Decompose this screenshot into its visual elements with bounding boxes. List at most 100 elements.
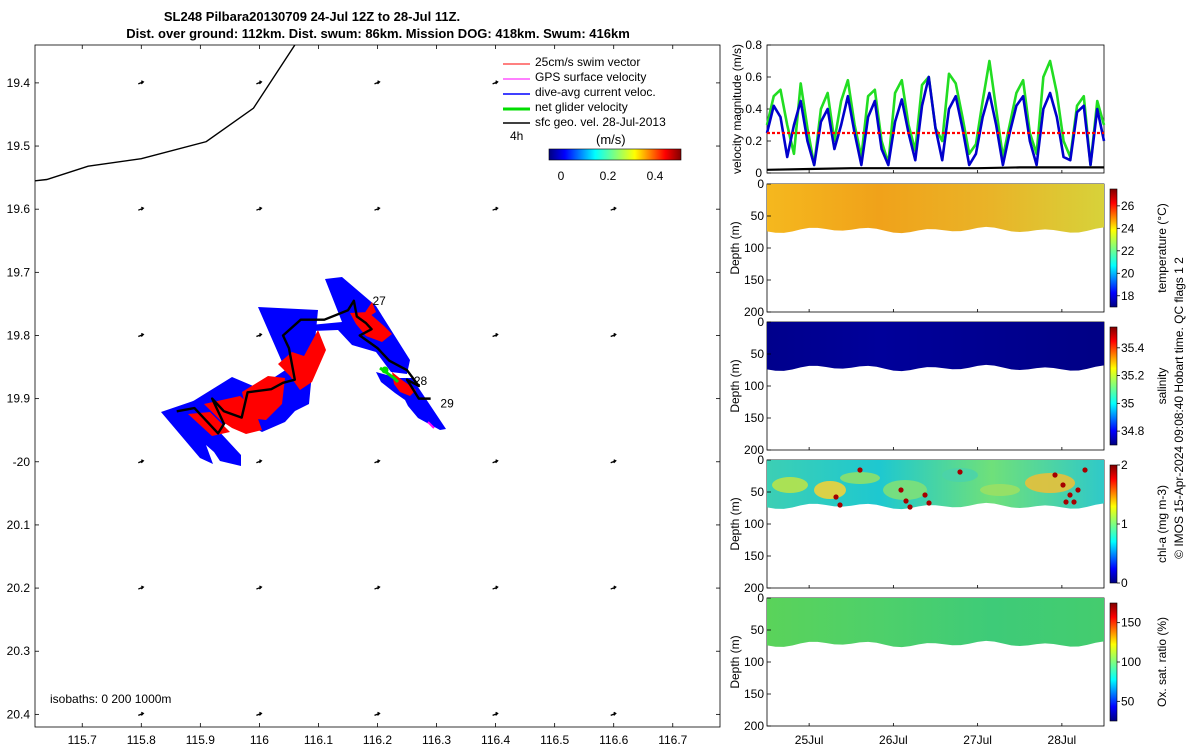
map-xtick-label: 116.4 <box>481 733 510 747</box>
map-frame <box>34 44 721 728</box>
colorbar-tick-0: 0 <box>558 169 565 183</box>
geo-vector-arrow <box>256 206 263 211</box>
velocity-ytick-label: 0 <box>755 166 762 180</box>
geo-vector-arrow <box>492 206 499 211</box>
colorbar-tick-label: 100 <box>1121 655 1141 669</box>
colorbar-tick-label: 35.4 <box>1121 341 1145 355</box>
figure-title-line2: Dist. over ground: 112km. Dist. swum: 86… <box>126 26 630 41</box>
time-tick-label: 25Jul <box>795 733 824 747</box>
legend-geo: sfc geo. vel. 28-Jul-2013 <box>535 115 666 129</box>
depth-tick-label: 150 <box>744 687 764 701</box>
colorbar-tick-label: 20 <box>1121 266 1135 280</box>
legend-swim: 25cm/s swim vector <box>535 55 640 69</box>
section-panel-chla: 0 50 100 150 200 Depth (m) 2 1 0 chl-a (mg m-3) <box>728 453 1169 595</box>
section-panel-salinity: 0 50 100 150 200 Depth (m) 35.4 35.2 35 34.8 salin… <box>728 315 1169 457</box>
section-colorbar <box>1109 602 1118 722</box>
velocity-ytick-label: 0.8 <box>745 38 762 52</box>
map-ytick-label: 19.4 <box>7 76 31 90</box>
geo-vector-arrow <box>374 711 381 716</box>
colorbar-tick-label: 0 <box>1121 576 1128 590</box>
depth-axis-label: Depth (m) <box>728 497 742 550</box>
geo-vector-arrow <box>138 332 145 338</box>
footer-credit: © IMOS 15-Apr-2024 09:08:40 Hobart time.… <box>1172 257 1186 559</box>
colorbar-tick-label: 35 <box>1121 396 1135 410</box>
legend-current: dive-avg current veloc. <box>535 85 656 99</box>
map-ytick-label: 20.3 <box>7 644 31 658</box>
velocity-ytick-label: 0.2 <box>745 134 762 148</box>
map-ytick-label: 19.9 <box>7 392 31 406</box>
map-ticks: 115.7 115.8 115.9 116 116.1 116.2 116.3 116.4 11… <box>7 45 720 747</box>
map-xtick-label: 115.9 <box>186 733 215 747</box>
section-colorbar <box>1109 188 1118 308</box>
colorbar-tick-label: 26 <box>1121 199 1135 213</box>
map-xtick-label: 115.7 <box>68 733 97 747</box>
colorbar-tick-label: 50 <box>1121 694 1135 708</box>
gps-velocity-vector <box>427 421 435 429</box>
chla-high-dot <box>957 469 963 475</box>
chla-high-dot <box>1063 499 1069 505</box>
chla-high-dot <box>1071 499 1077 505</box>
map-ytick-label: 19.5 <box>7 139 31 153</box>
chla-patch <box>840 472 880 484</box>
speed-colorbar <box>548 148 682 161</box>
geo-velocity-arrows <box>138 80 617 716</box>
geo-vector-arrow <box>610 332 617 338</box>
chla-high-dot <box>833 494 839 500</box>
chla-high-dot <box>907 504 913 510</box>
section-data-band <box>767 598 1104 648</box>
geo-vector-arrow <box>610 711 617 716</box>
chla-patch <box>883 480 927 500</box>
depth-tick-label: 100 <box>744 655 764 669</box>
map-ytick-label: 19.8 <box>7 328 31 342</box>
map-ytick-label: 19.7 <box>7 265 31 279</box>
chla-high-dot <box>1082 467 1088 473</box>
map-ytick-label: 19.6 <box>7 202 31 216</box>
depth-tick-label: 200 <box>744 719 764 733</box>
chla-high-dot <box>1067 492 1073 498</box>
colorbar-tick-label: 150 <box>1121 616 1141 630</box>
depth-tick-label: 150 <box>744 411 764 425</box>
section-data-band <box>767 460 1104 510</box>
map-xtick-label: 116.2 <box>363 733 392 747</box>
geo-vector-arrow <box>138 585 145 590</box>
map-panel: 115.7 115.8 115.9 116 116.1 116.2 116.3 116.4 11… <box>7 44 721 747</box>
depth-tick-label: 100 <box>744 241 764 255</box>
chla-patch <box>814 481 846 499</box>
chla-high-dot <box>1075 487 1081 493</box>
map-legend: 25cm/s swim vector GPS surface velocity … <box>503 55 682 183</box>
section-data-band <box>767 322 1104 372</box>
section-colorbar <box>1109 326 1118 446</box>
geo-vector-arrow <box>492 459 499 464</box>
track-label-27: 27 <box>373 294 387 308</box>
geo-vector-arrow <box>492 711 499 716</box>
depth-axis-label: Depth (m) <box>728 635 742 688</box>
velocity-ytick-label: 0.4 <box>745 102 762 116</box>
depth-tick-label: 150 <box>744 273 764 287</box>
geo-vector-arrow <box>610 459 617 464</box>
map-xtick-label: 116.6 <box>599 733 628 747</box>
chla-patch <box>1025 473 1075 493</box>
colorbar-label: Ox. sat. ratio (%) <box>1155 617 1169 707</box>
geo-vector-arrow <box>138 711 145 716</box>
figure-title-line1: SL248 Pilbara20130709 24-Jul 12Z to 28-J… <box>164 9 460 24</box>
map-xtick-label: 115.8 <box>127 733 156 747</box>
track-label-28: 28 <box>414 374 428 388</box>
chla-high-dot <box>903 498 909 504</box>
geo-vector-arrow <box>138 206 145 211</box>
map-ytick-label: -20 <box>13 455 31 469</box>
isobaths-label: isobaths: 0 200 1000m <box>50 692 171 706</box>
geo-vector-arrow <box>256 459 263 464</box>
map-ytick-label: 20.2 <box>7 581 31 595</box>
chla-high-dot <box>898 487 904 493</box>
colorbar-tick-label: 2 <box>1121 458 1128 472</box>
colorbar-tick-1: 0.2 <box>600 169 617 183</box>
legend-interval: 4h <box>510 129 523 143</box>
section-panel-temperature: 0 50 100 150 200 Depth (m) 26 24 22 20 18 temperatu… <box>728 177 1169 319</box>
section-colorbar <box>1109 464 1118 584</box>
geo-vector-arrow <box>256 80 263 85</box>
depth-tick-label: 0 <box>757 453 764 467</box>
geo-vector-arrow <box>492 332 499 338</box>
depth-tick-label: 50 <box>751 623 765 637</box>
geo-vector-arrow <box>610 585 617 590</box>
